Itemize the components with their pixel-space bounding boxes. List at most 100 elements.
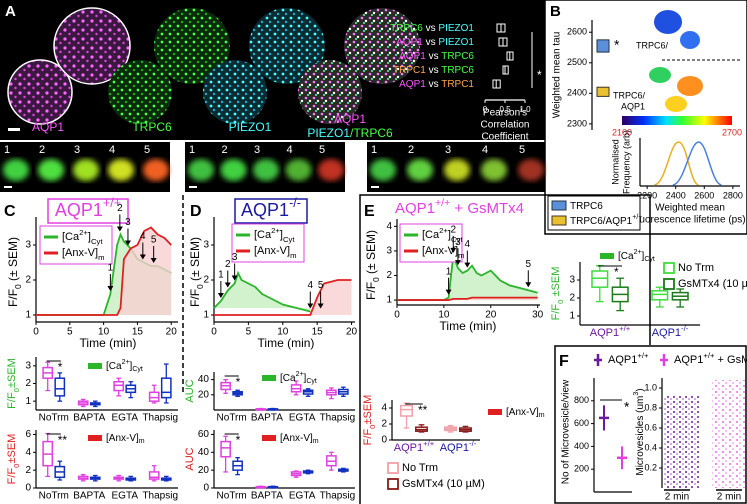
text-part: [Anx-V]	[254, 245, 290, 257]
x-tick-label: NoTrm	[39, 413, 69, 424]
text-part: [Ca	[62, 231, 80, 243]
scale-bar	[8, 128, 20, 131]
y-tick-label: 2300	[567, 118, 587, 128]
text-part: m	[539, 412, 545, 419]
x-tick-label: 20	[485, 310, 497, 321]
x-tick-label: 15	[312, 327, 324, 338]
box	[160, 377, 172, 399]
label: 4	[482, 144, 488, 156]
text-part: ±SEM	[6, 358, 18, 388]
text-part: [Ca	[422, 229, 440, 241]
text-part: 0	[371, 277, 381, 282]
text-part: ±SEM	[6, 434, 18, 464]
legend-label: [Anx-V]m	[106, 433, 145, 446]
text-part: [Anx-V]	[506, 407, 539, 418]
y-tick-label: 2	[25, 465, 31, 476]
x-tick-label: AQP1-/-	[440, 439, 477, 454]
arrow-head	[231, 275, 238, 281]
label: 1	[446, 266, 452, 277]
cell-image	[249, 8, 325, 84]
text-part: )	[635, 388, 646, 391]
text-part: [Anx-V]	[422, 245, 458, 257]
arrow-head	[116, 226, 123, 232]
x-tick-label: BAPTA	[73, 491, 105, 502]
cell-image	[370, 159, 396, 181]
area-fill	[397, 255, 538, 301]
y-tick-label: 400	[574, 441, 589, 451]
x-tick-label: 10	[277, 327, 289, 338]
x-tick-label: 5	[246, 327, 252, 338]
text-part: TRPC6/AQP1	[570, 216, 633, 227]
legend-label: No Trm	[678, 262, 714, 274]
text-part: 2+	[271, 226, 280, 235]
y-tick-label: 4	[381, 403, 387, 414]
y-tick-label: 4	[386, 221, 392, 232]
text-part: Cyt	[306, 378, 317, 385]
text-part: PIEZO1	[436, 37, 475, 48]
x-tick-label: Thapsig	[142, 413, 178, 424]
legend-box	[399, 223, 463, 263]
label: F/F0±SEM	[6, 434, 21, 485]
legend-label: [Ca2+]Cyt	[422, 226, 463, 244]
legend-label: GsMTx4 (10 µM)	[402, 478, 485, 490]
text-part: [Anx-V]	[280, 433, 313, 444]
text-part: TRPC1	[439, 79, 475, 90]
label: 1	[108, 263, 114, 274]
text-part: 0	[12, 464, 21, 468]
histogram-curve	[653, 141, 699, 186]
text-part: [Ca	[254, 229, 272, 241]
cell-image	[665, 96, 687, 112]
colorbar	[622, 116, 732, 125]
label: Normalised	[610, 139, 620, 185]
text-part: Cyt	[644, 256, 655, 263]
box	[651, 290, 669, 301]
text-part: m	[290, 251, 296, 260]
label: TRPC6/	[613, 90, 646, 100]
y-tick-label: 0.8	[644, 402, 657, 412]
x-tick-label: EGTA	[112, 491, 139, 502]
cell-image	[285, 159, 312, 181]
text-part: PIEZO1	[307, 126, 350, 140]
legend-swatch	[600, 253, 614, 259]
label: Time (min)	[440, 319, 497, 333]
text-part: PIEZO1	[436, 23, 475, 34]
x-tick-label: EGTA	[112, 413, 139, 424]
cell-image	[53, 7, 131, 85]
x-tick-label: 2600	[694, 190, 714, 200]
text-part: ]	[280, 229, 283, 241]
text-part: [Anx-V]	[62, 247, 98, 259]
label: 2	[222, 144, 228, 156]
label: F/F0 (± SEM)	[6, 237, 23, 307]
x-tick-label: Thapsig	[320, 491, 356, 502]
x-tick-label: 0	[211, 327, 217, 338]
y-tick-label: 1	[25, 310, 31, 321]
label: *	[537, 68, 542, 82]
arrow-head	[307, 303, 314, 309]
label: 1	[218, 270, 224, 281]
text-part: AQP1	[674, 354, 703, 366]
label: 2	[450, 224, 456, 235]
box-shape	[502, 65, 509, 75]
label: 2 min	[665, 492, 689, 503]
comparison-label: TRPC1 vs TRPC6	[393, 65, 474, 76]
text-part: -/-	[681, 324, 689, 333]
label: *	[236, 433, 241, 447]
y-tick-label: 800	[574, 395, 589, 405]
y-tick-label: 3	[25, 240, 31, 251]
panel-label: D	[190, 203, 202, 220]
x-tick-label: 15	[132, 327, 144, 338]
x-tick-label: NoTrm	[39, 491, 69, 502]
x-tick-label: 20	[346, 327, 358, 338]
label: PIEZO1	[229, 120, 272, 134]
label: 4	[287, 144, 293, 156]
scatter-dots	[712, 380, 746, 488]
label: 3	[445, 144, 451, 156]
label: **	[418, 403, 428, 417]
label: F/F0±SEM	[6, 358, 21, 409]
y-tick-label: 0	[203, 483, 209, 494]
y-tick-label: 2	[569, 293, 575, 304]
x-tick-label: BAPTA	[251, 413, 283, 424]
text-part: Microvesicles (um	[635, 396, 646, 476]
text-part: vs	[426, 65, 439, 76]
label: F/F0 ±SEM	[550, 267, 565, 321]
